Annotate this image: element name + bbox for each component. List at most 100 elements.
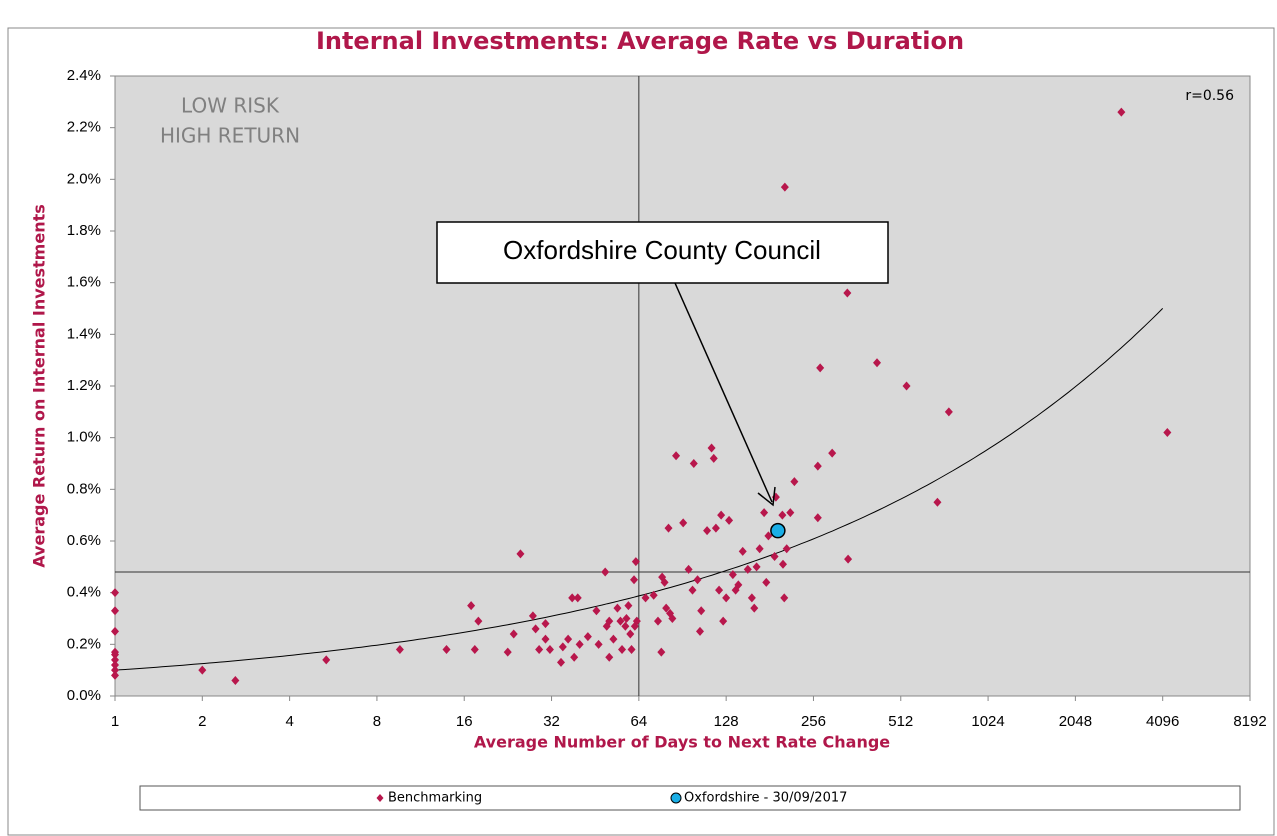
point [709, 453, 718, 463]
point [770, 552, 779, 561]
point [762, 577, 771, 587]
point [509, 629, 518, 639]
point [503, 647, 512, 657]
point [535, 645, 544, 654]
point [649, 590, 658, 600]
arrow-head [757, 486, 776, 507]
point [541, 619, 550, 629]
y-tick-label: 2.4% [67, 67, 101, 84]
point [653, 616, 662, 626]
correlation-label: r=0.56 [1185, 88, 1234, 104]
x-tick-label: 4 [285, 713, 293, 730]
legend-label: Oxfordshire - 30/09/2017 [684, 791, 847, 806]
y-tick-label: 1.4% [67, 325, 101, 342]
point [689, 459, 698, 468]
point [470, 645, 479, 654]
point [601, 567, 610, 577]
point [467, 601, 476, 611]
point [657, 647, 666, 657]
y-tick-label: 1.6% [67, 274, 101, 291]
point [111, 650, 119, 660]
x-tick-label: 512 [888, 713, 913, 730]
point [626, 629, 635, 639]
x-axis-label: Average Number of Days to Next Rate Chan… [474, 733, 890, 752]
x-tick-label: 1024 [971, 713, 1004, 730]
point [1163, 428, 1172, 437]
y-tick-label: 0.6% [67, 532, 101, 549]
point [813, 461, 822, 471]
point [684, 564, 693, 574]
point [715, 585, 724, 595]
point [743, 564, 752, 574]
point [760, 508, 769, 518]
point [592, 606, 601, 616]
point [516, 549, 525, 559]
point [828, 448, 837, 458]
point [778, 559, 787, 569]
point [786, 508, 795, 518]
point [738, 546, 747, 556]
point [231, 676, 240, 685]
point [902, 381, 911, 391]
quadrant-label: HIGH RETURN [160, 124, 300, 148]
point [755, 544, 764, 554]
legend-box [139, 785, 1241, 811]
y-tick-label: 0.2% [67, 635, 101, 652]
quadrant-label: LOW RISK [181, 94, 280, 118]
point [816, 363, 825, 373]
point [622, 614, 631, 623]
y-tick-label: 2.0% [67, 170, 101, 187]
point [679, 518, 688, 528]
point [933, 497, 942, 507]
point [618, 645, 627, 654]
point [528, 611, 537, 621]
point [722, 593, 731, 603]
trendline [114, 308, 1164, 671]
point [790, 477, 799, 487]
point [780, 182, 789, 192]
point [770, 522, 786, 539]
x-tick-label: 2 [198, 713, 206, 730]
x-tick-label: 16 [456, 713, 473, 730]
x-tick-label: 8 [373, 713, 381, 730]
point [111, 655, 119, 665]
point [111, 606, 119, 616]
point [668, 614, 677, 623]
point [558, 642, 567, 652]
point [570, 652, 579, 662]
point [750, 603, 759, 613]
point [631, 557, 640, 567]
point [573, 593, 582, 603]
point [717, 510, 726, 520]
point [557, 657, 566, 667]
point [752, 562, 761, 572]
legend-marker [376, 794, 384, 802]
point [662, 603, 671, 613]
point [641, 593, 650, 603]
y-tick-label: 2.2% [67, 119, 101, 136]
x-tick-label: 128 [714, 713, 739, 730]
point [695, 626, 704, 636]
plot-area [114, 75, 1251, 697]
point [734, 580, 743, 590]
callout-text: Oxfordshire County Council [503, 235, 821, 265]
point [693, 575, 702, 585]
x-tick-label: 1 [111, 713, 119, 730]
chart-title: Internal Investments: Average Rate vs Du… [316, 27, 964, 55]
y-tick-label: 0.4% [67, 584, 101, 601]
point [780, 593, 789, 603]
point [541, 634, 550, 644]
plot: 0.0% 0.2% 0.4% 0.6% 0.8% 1.0% 1.2% 1.4% 1.6% 1.8%… [67, 67, 1267, 730]
point [613, 603, 622, 613]
point [697, 606, 706, 616]
point [198, 665, 207, 675]
point [778, 510, 787, 520]
point [627, 645, 636, 654]
point [707, 443, 716, 453]
x-tick-label: 256 [801, 713, 826, 730]
y-tick-label: 1.0% [67, 429, 101, 446]
point [609, 634, 618, 644]
point [605, 616, 614, 626]
point [564, 634, 573, 644]
point [594, 639, 603, 649]
